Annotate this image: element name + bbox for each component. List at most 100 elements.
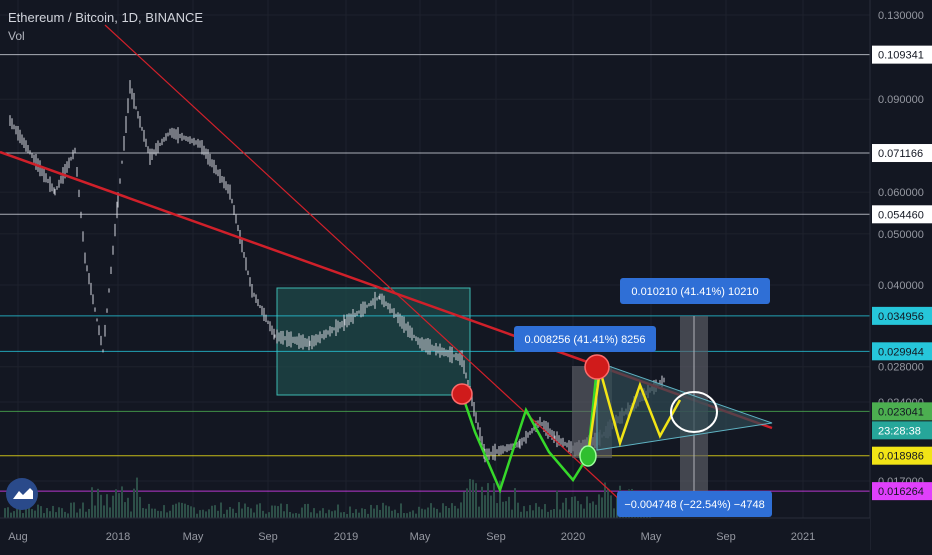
time-axis[interactable]	[0, 518, 870, 550]
tradingview-logo-icon[interactable]	[6, 478, 38, 510]
top-marker[interactable]	[584, 354, 610, 380]
volume-bar	[382, 502, 384, 518]
volume-bar	[115, 489, 117, 518]
time-axis-tick: Sep	[486, 531, 506, 543]
volume-bar	[436, 508, 438, 518]
volume-bar	[277, 506, 279, 518]
volume-bar	[517, 502, 519, 518]
price-axis[interactable]	[870, 0, 932, 550]
volume-bar	[610, 495, 612, 518]
volume-bar	[490, 495, 492, 518]
volume-bar	[352, 512, 354, 518]
volume-bar	[22, 513, 24, 518]
price-axis-tick: 0.130000	[878, 10, 924, 22]
volume-bar	[340, 512, 342, 518]
chart-header: Ethereum / Bitcoin, 1D, BINANCE Vol	[8, 10, 203, 43]
volume-bar	[7, 507, 9, 518]
volume-bar	[58, 507, 60, 518]
volume-bar	[580, 504, 582, 518]
time-axis-tick: May	[183, 531, 204, 543]
volume-bar	[13, 511, 15, 518]
volume-bar	[406, 513, 408, 518]
time-axis-tick: Sep	[258, 531, 278, 543]
volume-bar	[244, 503, 246, 518]
volume-bar	[211, 505, 213, 518]
volume-bar	[298, 513, 300, 518]
volume-bar	[511, 509, 513, 518]
volume-bar	[301, 507, 303, 518]
price-level-tag	[872, 205, 932, 224]
bottom-marker[interactable]	[579, 445, 597, 467]
measure-label-text: −0.004748 (−22.54%) −4748	[624, 499, 764, 511]
volume-bar	[508, 496, 510, 518]
volume-bar	[10, 512, 12, 518]
volume-bar	[88, 508, 90, 518]
volume-bar	[337, 504, 339, 518]
volume-bar	[559, 509, 561, 518]
measure-label-box[interactable]	[620, 278, 770, 304]
volume-bar	[571, 496, 573, 518]
apex-marker[interactable]	[670, 391, 718, 433]
volume-bar	[253, 512, 255, 518]
breakdown-marker[interactable]	[451, 383, 473, 405]
volume-bar	[214, 505, 216, 518]
volume-bar	[565, 497, 567, 518]
volume-bar	[319, 510, 321, 518]
volume-bar	[283, 511, 285, 518]
price-level-tag-text: 0.054460	[878, 209, 924, 221]
volume-bar	[307, 503, 309, 518]
measure-label-box[interactable]	[617, 491, 772, 517]
volume-bar	[196, 513, 198, 518]
price-level-tag	[872, 342, 932, 361]
volume-bar	[355, 509, 357, 518]
volume-bar	[220, 502, 222, 518]
volume-bar	[25, 503, 27, 518]
volume-bar	[154, 508, 156, 518]
time-axis-tick: 2021	[791, 531, 815, 543]
price-axis-tick: 0.060000	[878, 187, 924, 199]
volume-bar	[442, 503, 444, 518]
volume-bar	[265, 513, 267, 518]
volume-bar	[430, 503, 432, 518]
volume-bar	[55, 512, 57, 518]
measure-label-text: 0.010210 (41.41%) 10210	[631, 286, 758, 298]
volume-bar	[274, 505, 276, 518]
volume-bar	[586, 496, 588, 518]
volume-bar	[4, 508, 6, 518]
volume-bar	[187, 505, 189, 518]
volume-bar	[94, 505, 96, 518]
volume-bar	[127, 497, 129, 518]
price-axis-tick: 0.090000	[878, 94, 924, 106]
time-axis-tick: Sep	[716, 531, 736, 543]
price-level-tag-text: 0.018986	[878, 451, 924, 463]
price-level-tag	[872, 402, 932, 421]
volume-bar	[439, 512, 441, 518]
volume-bar	[331, 511, 333, 518]
volume-bar	[556, 490, 558, 518]
volume-bar	[589, 503, 591, 518]
volume-bar	[478, 506, 480, 518]
volume-bar	[553, 508, 555, 518]
volume-bar	[370, 504, 372, 518]
steep-downtrend-line[interactable]	[104, 24, 621, 501]
volume-bar	[208, 509, 210, 518]
volume-bar	[52, 505, 54, 518]
volume-bar	[463, 491, 465, 518]
volume-bar	[427, 507, 429, 518]
yellow-wave-path[interactable]	[586, 369, 682, 457]
volume-bar	[466, 488, 468, 518]
volume-bar	[469, 478, 471, 518]
volume-label: Vol	[8, 29, 25, 43]
measure-label-box[interactable]	[514, 326, 656, 352]
volume-bar	[403, 513, 405, 518]
volume-bar	[583, 508, 585, 518]
volume-bar	[397, 513, 399, 518]
volume-bar	[532, 510, 534, 518]
volume-bar	[433, 507, 435, 518]
volume-bar	[181, 502, 183, 518]
volume-bar	[28, 506, 30, 518]
time-axis-tick: 2020	[561, 531, 585, 543]
volume-bar	[484, 495, 486, 518]
volume-bar	[232, 508, 234, 518]
